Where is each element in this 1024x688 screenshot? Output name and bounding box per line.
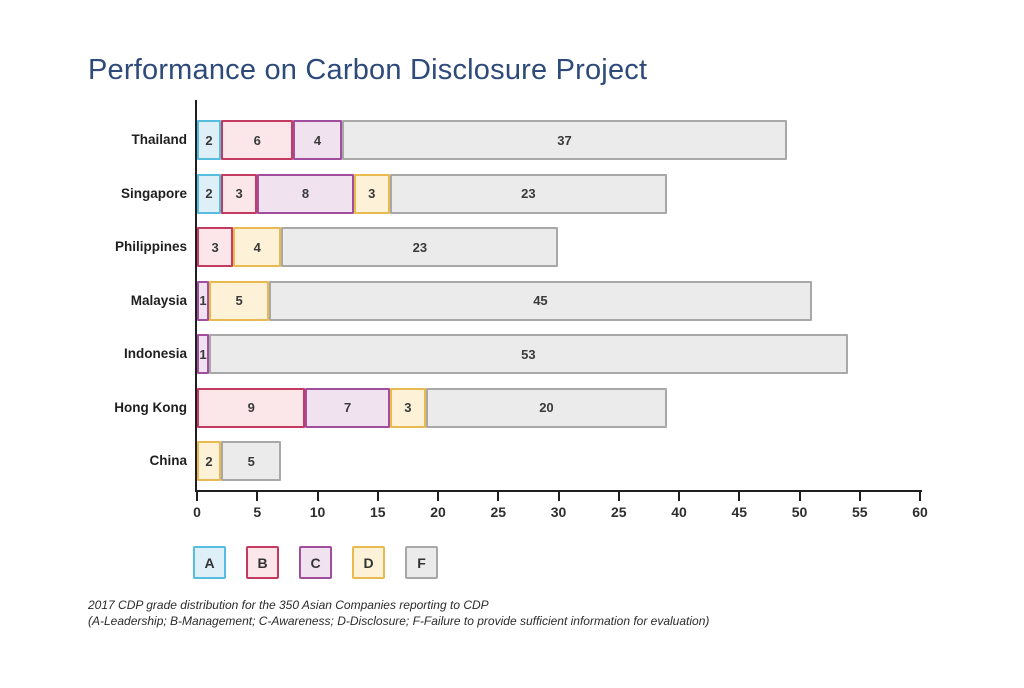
bar-segment-c: 8 bbox=[257, 173, 354, 214]
x-tick-label: 40 bbox=[671, 504, 687, 520]
bar-segment-c: 1 bbox=[197, 280, 210, 321]
x-tick-label: 10 bbox=[309, 504, 326, 520]
legend-item-d: D bbox=[352, 546, 385, 579]
x-tick-mark bbox=[497, 492, 500, 501]
bar-segment-f: 37 bbox=[341, 120, 788, 160]
category-label: Indonesia bbox=[123, 346, 187, 361]
legend-item-a: A bbox=[193, 546, 226, 579]
bar-segment-c: 7 bbox=[305, 387, 390, 428]
category-label: Hong Kong bbox=[114, 399, 187, 415]
x-tick-label: 30 bbox=[550, 504, 567, 520]
x-tick-mark bbox=[738, 492, 741, 501]
category-label: Malaysia bbox=[130, 292, 187, 308]
x-tick-label: 20 bbox=[430, 504, 446, 520]
x-tick-label: 60 bbox=[912, 504, 928, 520]
bar-segment-f: 23 bbox=[281, 227, 559, 267]
bar-segment-d: 4 bbox=[233, 227, 282, 267]
x-tick-label: 45 bbox=[731, 504, 748, 520]
bar-segment-b: 3 bbox=[197, 227, 234, 267]
footnote-line-1: 2017 CDP grade distribution for the 350 … bbox=[88, 598, 489, 612]
bar-row-hong-kong: Hong Kong 9 7 3 20 bbox=[114, 387, 920, 428]
bar-row-singapore: Singapore 2 3 8 3 23 bbox=[121, 173, 920, 214]
bar-segment-c: 4 bbox=[293, 120, 342, 160]
bar-segment-f: 45 bbox=[269, 280, 812, 321]
bar-row-indonesia: Indonesia 1 53 bbox=[124, 334, 920, 374]
y-axis-line bbox=[195, 100, 197, 492]
category-label: Philippines bbox=[114, 239, 187, 254]
x-tick-label: 55 bbox=[851, 504, 868, 520]
bar-row-china: China 2 5 bbox=[149, 441, 920, 481]
plot-area: Thailand 2 6 4 37 Singapore 2 3 8 3 23 Philippines 3… bbox=[114, 100, 928, 520]
bar-segment-d: 2 bbox=[197, 441, 222, 481]
x-tick-label: 50 bbox=[791, 504, 808, 520]
x-tick-mark bbox=[557, 492, 560, 501]
x-tick-label: 25 bbox=[610, 504, 627, 520]
x-tick-mark bbox=[376, 492, 379, 501]
x-tick-label: 15 bbox=[369, 504, 386, 520]
bar-segment-b: 3 bbox=[221, 173, 258, 214]
bar-segment-d: 3 bbox=[389, 387, 426, 428]
x-tick-mark bbox=[196, 492, 198, 501]
bar-segment-b: 6 bbox=[221, 120, 294, 160]
x-tick-label: 5 bbox=[253, 504, 262, 520]
bar-segment-c: 1 bbox=[197, 334, 210, 374]
x-tick-label: 0 bbox=[193, 504, 201, 520]
x-tick-mark bbox=[617, 492, 620, 501]
category-label: Thailand bbox=[131, 132, 187, 147]
bar-segment-d: 5 bbox=[209, 280, 270, 321]
bar-segment-d: 3 bbox=[353, 173, 390, 214]
x-tick-mark bbox=[678, 492, 680, 501]
legend-item-c: C bbox=[299, 546, 332, 579]
page-title: Performance on Carbon Disclosure Project bbox=[88, 54, 648, 86]
bar-segment-f: 5 bbox=[221, 441, 282, 481]
bar-row-philippines: Philippines 3 4 23 bbox=[115, 227, 920, 267]
bar-row-malaysia: Malaysia 1 5 45 bbox=[131, 280, 920, 321]
bar-segment-a: 2 bbox=[197, 120, 222, 160]
x-tick-mark bbox=[798, 492, 801, 501]
footnote: 2017 CDP grade distribution for the 350 … bbox=[88, 597, 709, 629]
x-tick-mark bbox=[919, 492, 921, 501]
legend-item-b: B bbox=[246, 546, 279, 579]
footnote-line-2: (A-Leadership; B-Management; C-Awareness… bbox=[88, 614, 710, 629]
x-tick-label: 25 bbox=[490, 504, 507, 520]
legend-item-f: F bbox=[405, 546, 438, 579]
bar-segment-f: 20 bbox=[425, 387, 667, 428]
x-axis-line bbox=[195, 490, 922, 492]
bar-segment-a: 2 bbox=[197, 173, 222, 214]
x-tick-mark bbox=[316, 492, 319, 501]
category-label: Singapore bbox=[120, 185, 187, 201]
category-label: China bbox=[149, 453, 187, 468]
bar-row-thailand: Thailand 2 6 4 37 bbox=[131, 120, 920, 160]
x-tick-mark bbox=[437, 492, 439, 501]
bar-segment-f: 23 bbox=[389, 173, 667, 214]
bar-segment-b: 9 bbox=[197, 387, 306, 428]
x-tick-mark bbox=[858, 492, 861, 501]
bar-segment-f: 53 bbox=[209, 334, 848, 374]
x-tick-mark bbox=[256, 492, 259, 501]
